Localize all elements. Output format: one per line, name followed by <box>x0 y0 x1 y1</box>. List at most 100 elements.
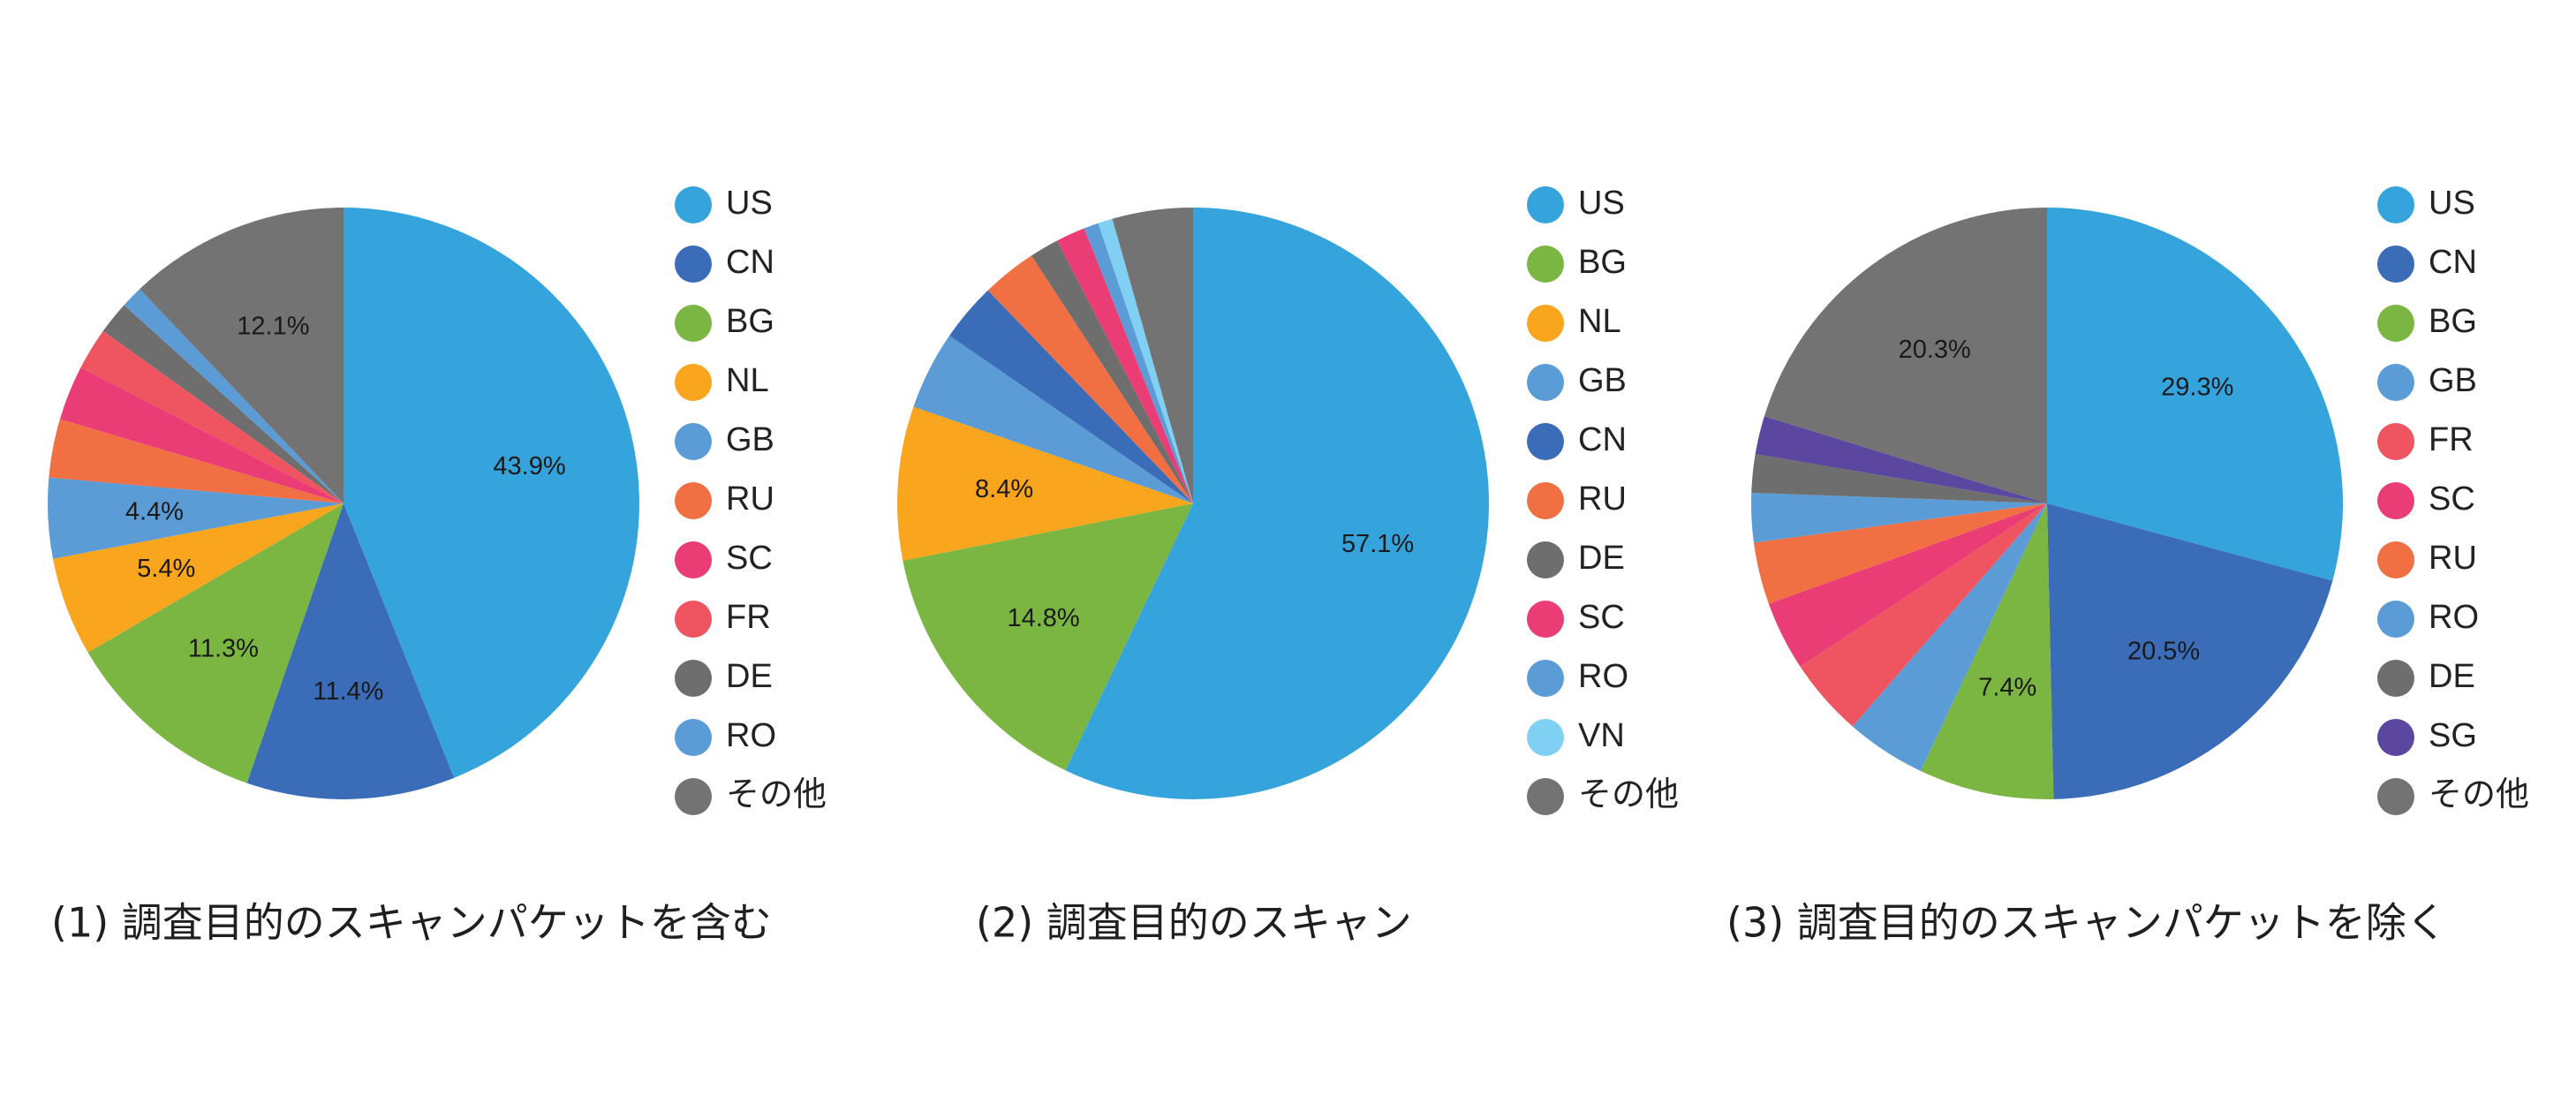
pie-slice-RO <box>1751 492 2047 543</box>
legend-swatch <box>1527 186 1564 223</box>
legend-swatch <box>2377 601 2414 638</box>
legend-swatch <box>2377 660 2414 697</box>
pie-slice-NL <box>896 406 1193 561</box>
slice-percent-label: 7.4% <box>1978 673 2036 701</box>
legend-swatch <box>1527 423 1564 460</box>
pie-slice-GB <box>1852 503 2047 771</box>
pie-slice-CN <box>949 290 1193 503</box>
slice-percent-label: 11.4% <box>313 677 383 706</box>
legend-label: NL <box>1578 303 1621 340</box>
pie-slice-SC <box>1768 503 2047 667</box>
legend-label: US <box>726 185 773 222</box>
legend-swatch <box>675 482 712 519</box>
legend-label: CN <box>726 244 774 281</box>
legend-swatch <box>2377 482 2414 519</box>
legend-label: BG <box>2429 303 2477 340</box>
pie-slice-US <box>344 208 639 778</box>
pie-slice-SC <box>59 367 344 503</box>
pie-slice-RO <box>1084 223 1193 503</box>
legend-label: RU <box>726 480 774 518</box>
pie-slice-VN <box>1098 218 1193 503</box>
slice-percent-label: 20.5% <box>2127 637 2200 665</box>
pie-slice-RO <box>124 289 344 503</box>
legend-label: SC <box>726 540 773 577</box>
slice-percent-label: 14.8% <box>1007 604 1079 632</box>
legend-swatch <box>675 186 712 223</box>
legend-swatch <box>675 423 712 460</box>
legend-label: その他 <box>1578 776 1679 813</box>
pie-slice-US <box>2047 208 2343 581</box>
slice-percent-label: 20.3% <box>1899 336 1971 364</box>
legend-label: FR <box>2429 421 2474 458</box>
pie-chart-2: 57.1% 14.8% 8.4% US BG NL GB CN RU DE SC RO VN その他 (2)… <box>896 185 1679 947</box>
pie-slice-RU <box>49 419 344 503</box>
legend-label: その他 <box>2429 776 2529 813</box>
legend-swatch <box>1527 305 1564 342</box>
legend-swatch <box>1527 541 1564 578</box>
legend-label: DE <box>2429 658 2475 695</box>
pie-slice-BG <box>903 503 1193 771</box>
legend-swatch <box>1527 601 1564 638</box>
slice-percent-label: 11.3% <box>188 634 259 662</box>
legend-swatch <box>675 778 712 815</box>
slice-percent-label: 8.4% <box>975 475 1033 503</box>
legend-label: RU <box>1578 480 1627 518</box>
pie-slice-DE <box>1751 454 2047 503</box>
pie-slice-GB <box>48 477 344 559</box>
legend-label: その他 <box>726 776 827 813</box>
pie-slice-SG <box>1755 416 2047 503</box>
legend-label: DE <box>726 658 773 695</box>
legend-label: US <box>2429 185 2475 222</box>
legend-label: VN <box>1578 717 1625 754</box>
chart-title: (3) 調査目的のスキャンパケットを除く <box>1726 899 2447 947</box>
pie-slice-RU <box>987 255 1193 503</box>
chart-title: (1) 調査目的のスキャンパケットを含む <box>51 899 772 947</box>
legend-label: RO <box>1578 658 1628 695</box>
slice-percent-label: 29.3% <box>2161 373 2233 401</box>
legend-swatch <box>2377 423 2414 460</box>
legend-label: US <box>1578 185 1625 222</box>
pie-slice-BG <box>1920 503 2054 800</box>
pie-slice-その他 <box>1112 208 1193 503</box>
legend-label: FR <box>726 599 771 636</box>
slice-percent-label: 43.9% <box>493 452 565 480</box>
pie-slice-CN <box>246 503 455 800</box>
legend-swatch <box>1527 482 1564 519</box>
pie-slice-BG <box>87 503 344 783</box>
slice-percent-label: 4.4% <box>125 497 184 526</box>
legend-swatch <box>675 364 712 401</box>
legend-swatch <box>2377 246 2414 283</box>
legend-swatch <box>1527 660 1564 697</box>
legend-label: RO <box>2429 599 2479 636</box>
legend-swatch <box>1527 778 1564 815</box>
legend-label: DE <box>1578 540 1625 577</box>
legend-swatch <box>675 541 712 578</box>
pie-chart-3: 29.3% 20.5% 7.4% 20.3% US CN BG GB FR SC RU RO DE SG そ… <box>1726 185 2529 946</box>
legend-label: BG <box>1578 244 1627 281</box>
pie-slice-DE <box>102 305 344 503</box>
legend-label: SG <box>2429 717 2477 754</box>
legend-swatch <box>2377 778 2414 815</box>
legend-label: CN <box>2429 244 2477 281</box>
pie-slice-その他 <box>1764 208 2047 503</box>
legend-label: RO <box>726 717 776 754</box>
legend-swatch <box>1527 246 1564 283</box>
legend-label: RU <box>2429 540 2477 577</box>
legend-label: BG <box>726 303 774 340</box>
legend-label: GB <box>2429 362 2477 399</box>
pie-slice-FR <box>1800 503 2047 727</box>
pie-slice-NL <box>52 503 344 653</box>
pie-slice-RU <box>1753 503 2047 604</box>
legend-swatch <box>1527 719 1564 756</box>
pie-slice-DE <box>1031 240 1193 503</box>
legend-label: SC <box>1578 599 1625 636</box>
slice-percent-label: 12.1% <box>237 313 309 341</box>
pie-chart-1: 43.9% 11.4% 11.3% 5.4% 4.4% 12.1% US CN BG NL GB RU… <box>48 185 827 947</box>
pie-slice-GB <box>913 335 1193 503</box>
legend-swatch <box>2377 719 2414 756</box>
legend-swatch <box>675 601 712 638</box>
pie-slice-SC <box>1057 228 1193 503</box>
legend-swatch <box>2377 186 2414 223</box>
legend-swatch <box>675 246 712 283</box>
